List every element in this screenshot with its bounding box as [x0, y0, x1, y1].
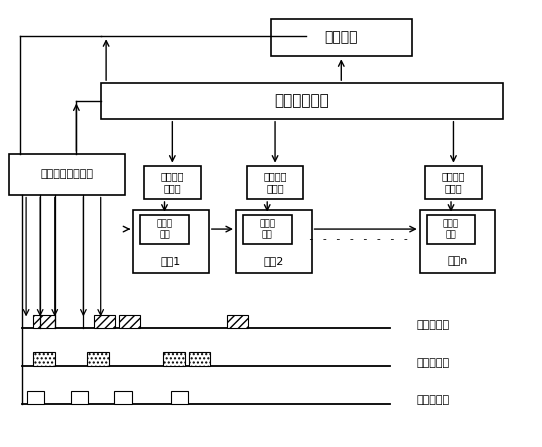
Bar — [140, 215, 189, 244]
Text: 第一传感器: 第一传感器 — [417, 320, 450, 329]
Bar — [171, 391, 188, 404]
Text: - - - - - - - -: - - - - - - - - — [308, 234, 410, 244]
Bar — [271, 18, 411, 56]
Bar — [27, 391, 44, 404]
Bar — [33, 315, 55, 328]
Bar — [425, 165, 482, 199]
Bar — [144, 165, 201, 199]
Bar — [133, 210, 209, 273]
Text: 空调1: 空调1 — [161, 257, 181, 266]
Bar — [189, 352, 210, 366]
Bar — [114, 391, 132, 404]
Bar — [87, 352, 109, 366]
Text: 空调2: 空调2 — [263, 257, 284, 266]
Bar — [9, 154, 125, 194]
Text: 通信协议
转换器: 通信协议 转换器 — [442, 171, 465, 194]
Bar — [71, 391, 88, 404]
Bar — [427, 215, 475, 244]
Bar — [227, 315, 248, 328]
Text: 通信协议
转换器: 通信协议 转换器 — [160, 171, 184, 194]
Text: 第二传感器: 第二传感器 — [417, 358, 450, 367]
Text: 主控制器: 主控制器 — [325, 30, 358, 44]
Text: 信号转
换器: 信号转 换器 — [443, 219, 459, 239]
Text: 数据采集装置: 数据采集装置 — [275, 93, 330, 109]
Bar — [33, 352, 55, 366]
Text: 自适应节能控制器: 自适应节能控制器 — [41, 169, 93, 180]
Bar — [119, 315, 140, 328]
Text: 空调n: 空调n — [447, 257, 468, 266]
Text: 通信协议
转换器: 通信协议 转换器 — [263, 171, 287, 194]
Bar — [236, 210, 312, 273]
Bar — [243, 215, 292, 244]
Bar — [247, 165, 304, 199]
Text: 信号转
换器: 信号转 换器 — [259, 219, 275, 239]
Bar — [101, 83, 504, 119]
Text: 第三传感器: 第三传感器 — [417, 396, 450, 405]
Bar — [163, 352, 184, 366]
Text: 信号转
换器: 信号转 换器 — [157, 219, 172, 239]
Bar — [420, 210, 495, 273]
Bar — [94, 315, 115, 328]
